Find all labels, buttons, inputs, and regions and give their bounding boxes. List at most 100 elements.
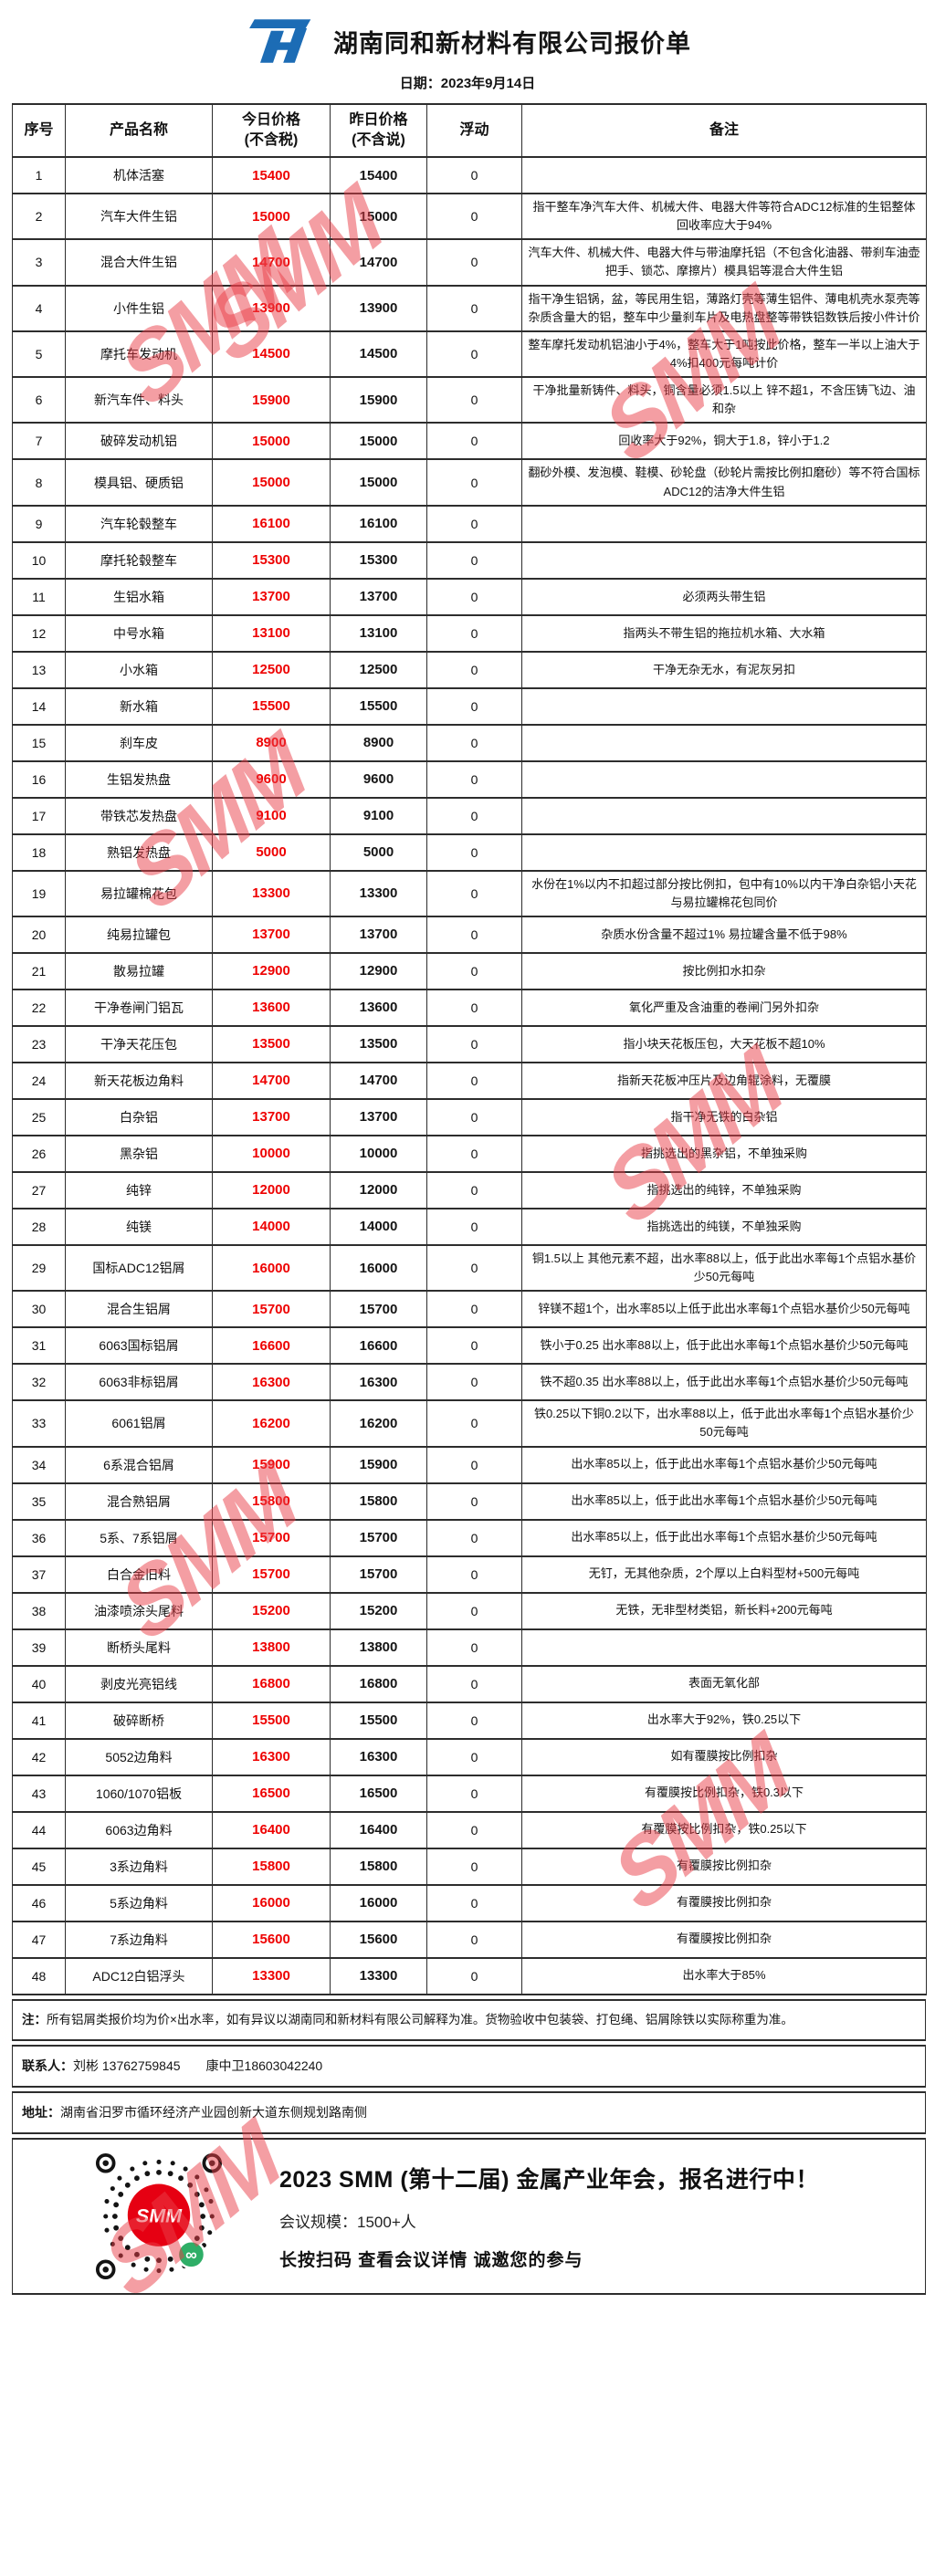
table-row: 12 中号水箱 13100 13100 0 指两头不带生铝的拖拉机水箱、大水箱 [12,613,927,653]
today-price: 15000 [212,192,331,241]
yesterday-price: 13500 [330,1024,427,1063]
price-fluctuation: 0 [426,686,522,726]
remark-text: 水份在1%以内不扣超过部分按比例扣，包中有10%以内干净白杂铝小天花与易拉罐棉花… [521,869,927,917]
price-fluctuation: 0 [426,832,522,872]
table-row: 38 油漆喷涂头尾料 15200 15200 0 无铁，无非型材类铝，新长料+2… [12,1591,927,1630]
today-price: 14700 [212,238,331,287]
table-row: 4 小件生铝 13900 13900 0 指干净生铝锅，盆，等民用生铝，薄路灯壳… [12,284,927,332]
remark-text: 出水率大于85% [521,1956,927,1995]
remark-text: 翻砂外模、发泡模、鞋模、砂轮盘（砂轮片需按比例扣磨砂）等不符合国标ADC12的洁… [521,458,927,507]
price-fluctuation: 0 [426,504,522,543]
yesterday-price: 15500 [330,1701,427,1740]
table-row: 19 易拉罐棉花包 13300 13300 0 水份在1%以内不扣超过部分按比例… [12,869,927,917]
price-fluctuation: 0 [426,1243,522,1293]
row-index: 43 [12,1774,66,1813]
table-row: 20 纯易拉罐包 13700 13700 0 杂质水份含量不超过1% 易拉罐含量… [12,915,927,954]
remark-text: 必须两头带生铝 [521,577,927,616]
row-index: 37 [12,1555,66,1594]
price-fluctuation: 0 [426,915,522,954]
row-index: 5 [12,330,66,379]
product-name: 小件生铝 [65,284,213,332]
price-fluctuation: 0 [426,1737,522,1776]
remark-text: 指干净生铝锅，盆，等民用生铝，薄路灯壳等薄生铝件、薄电机壳水泵壳等杂质含量大的铝… [521,284,927,332]
remark-text: 锌镁不超1个，出水率85以上低于此出水率每1个点铝水基价少50元每吨 [521,1290,927,1329]
price-fluctuation: 0 [426,1290,522,1329]
today-price: 15700 [212,1555,331,1594]
yesterday-price: 16500 [330,1774,427,1813]
price-fluctuation: 0 [426,1399,522,1448]
price-fluctuation: 0 [426,613,522,653]
contact-text: 刘彬 13762759845 康中卫18603042240 [73,2058,323,2073]
table-row: 35 混合熟铝屑 15800 15800 0 出水率85以上，低于此出水率每1个… [12,1482,927,1521]
today-price: 13600 [212,988,331,1027]
remark-text [521,540,927,580]
row-index: 7 [12,422,66,461]
qr-corner-markers [95,2152,223,2279]
row-index: 41 [12,1701,66,1740]
price-fluctuation: 0 [426,869,522,917]
today-price: 15700 [212,1290,331,1329]
col-header-today-price: 今日价格 (不含税) [212,103,331,158]
table-row: 1 机体活塞 15400 15400 0 [12,156,927,194]
table-row: 25 白杂铝 13700 13700 0 指干净无铁的白杂铝 [12,1097,927,1136]
price-fluctuation: 0 [426,1883,522,1922]
table-row: 43 1060/1070铝板 16500 16500 0 有覆膜按比例扣杂，铁0… [12,1774,927,1813]
svg-text:∞: ∞ [185,2246,197,2264]
product-name: 5系、7系铝屑 [65,1518,213,1557]
yesterday-price: 15000 [330,458,427,507]
remark-text: 出水率85以上，低于此出水率每1个点铝水基价少50元每吨 [521,1445,927,1484]
row-index: 23 [12,1024,66,1063]
price-fluctuation: 0 [426,951,522,990]
remark-text: 有覆膜按比例扣杂，铁0.25以下 [521,1810,927,1849]
price-fluctuation: 0 [426,1207,522,1246]
today-price: 14700 [212,1061,331,1100]
today-price: 13700 [212,577,331,616]
today-price: 15900 [212,376,331,424]
table-row: 27 纯锌 12000 12000 0 指挑选出的纯锌，不单独采购 [12,1170,927,1209]
today-price: 13900 [212,284,331,332]
col-header-no: 序号 [12,103,66,158]
price-fluctuation: 0 [426,577,522,616]
yesterday-price: 15000 [330,192,427,241]
product-name: 新天花板边角料 [65,1061,213,1100]
price-fluctuation: 0 [426,1170,522,1209]
price-fluctuation: 0 [426,988,522,1027]
product-name: 生铝水箱 [65,577,213,616]
table-row: 48 ADC12白铝浮头 13300 13300 0 出水率大于85% [12,1956,927,1995]
product-name: 5052边角料 [65,1737,213,1776]
yesterday-price: 12000 [330,1170,427,1209]
yesterday-price: 16800 [330,1664,427,1703]
remark-text: 回收率大于92%，铜大于1.8，锌小于1.2 [521,422,927,461]
wechat-badge-icon: ∞ [176,2239,206,2269]
yesterday-price: 13700 [330,577,427,616]
row-index: 45 [12,1847,66,1886]
remark-text [521,759,927,799]
price-fluctuation: 0 [426,192,522,241]
row-index: 33 [12,1399,66,1448]
price-fluctuation: 0 [426,1326,522,1366]
table-row: 13 小水箱 12500 12500 0 干净无杂无水，有泥灰另扣 [12,650,927,689]
remark-text: 铜1.5以上 其他元素不超，出水率88以上，低于此出水率每1个点铝水基价少50元… [521,1243,927,1293]
table-row: 34 6系混合铝屑 15900 15900 0 出水率85以上，低于此出水率每1… [12,1445,927,1484]
product-name: 中号水箱 [65,613,213,653]
product-name: 摩托轮毂整车 [65,540,213,580]
remark-text: 指小块天花板压包，大天花板不超10% [521,1024,927,1063]
product-name: 干净卷闸门铝瓦 [65,988,213,1027]
remark-text [521,686,927,726]
row-index: 8 [12,458,66,507]
product-name: ADC12白铝浮头 [65,1956,213,1995]
price-fluctuation: 0 [426,1701,522,1740]
product-name: 小水箱 [65,650,213,689]
price-fluctuation: 0 [426,1847,522,1886]
smm-logo-badge: SMM [127,2183,191,2246]
row-index: 11 [12,577,66,616]
remark-text [521,504,927,543]
table-row: 9 汽车轮毂整车 16100 16100 0 [12,504,927,543]
price-fluctuation: 0 [426,458,522,507]
product-name: 机体活塞 [65,156,213,194]
price-fluctuation: 0 [426,376,522,424]
today-price: 15700 [212,1518,331,1557]
yesterday-price: 15600 [330,1920,427,1959]
price-fluctuation: 0 [426,540,522,580]
table-row: 44 6063边角料 16400 16400 0 有覆膜按比例扣杂，铁0.25以… [12,1810,927,1849]
